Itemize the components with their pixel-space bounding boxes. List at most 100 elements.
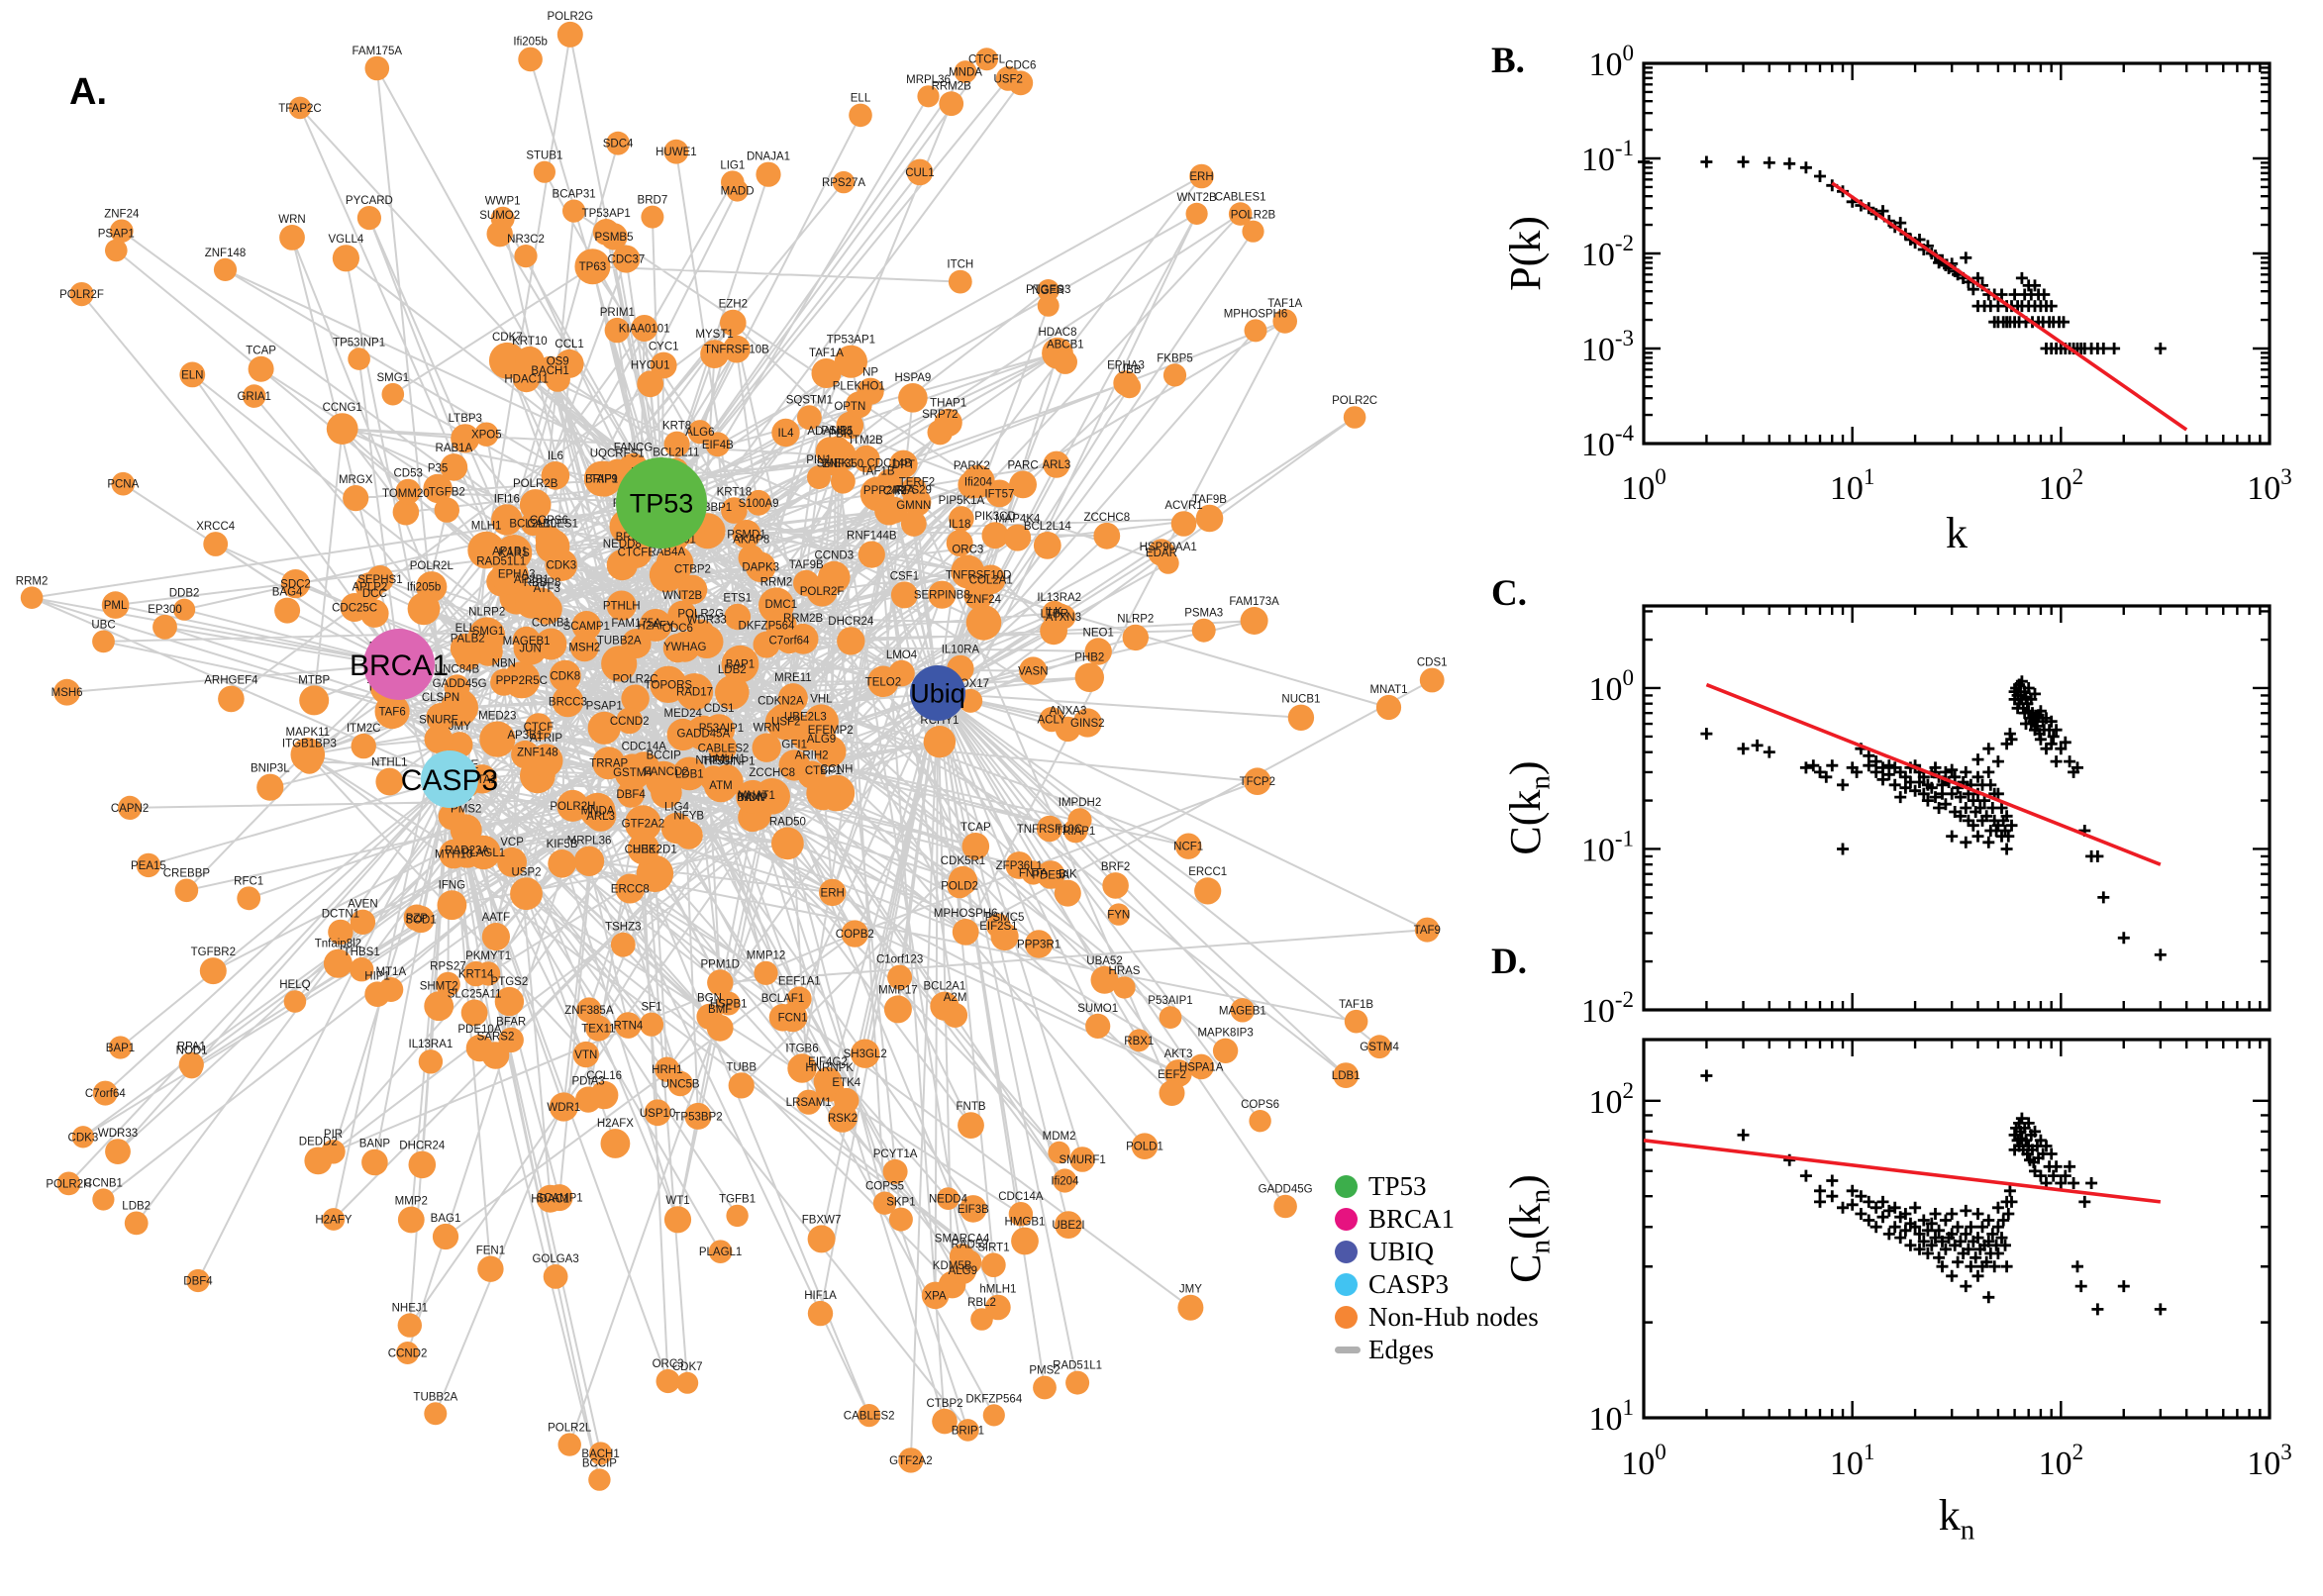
svg-text:PIR: PIR: [324, 1129, 343, 1141]
svg-text:Tnfaip8l2: Tnfaip8l2: [315, 939, 361, 950]
nonhub-node-icon: [1335, 1306, 1358, 1329]
svg-text:EIF3B: EIF3B: [958, 1204, 989, 1216]
hub-node-brca1: [363, 629, 435, 700]
svg-text:TAF1A: TAF1A: [809, 348, 844, 359]
svg-text:CHEK2: CHEK2: [625, 844, 662, 855]
svg-text:RPA1: RPA1: [177, 1042, 206, 1053]
svg-text:CABLES2: CABLES2: [698, 743, 750, 754]
y-tick-label: 10-1: [1581, 136, 1634, 178]
svg-text:PMS2: PMS2: [1029, 1365, 1060, 1377]
svg-text:WWP1: WWP1: [485, 196, 521, 208]
svg-text:CABLES1: CABLES1: [1215, 191, 1266, 203]
legend-item-ubiq: UBIQ: [1335, 1236, 1539, 1268]
svg-text:PIN1: PIN1: [806, 454, 832, 466]
svg-text:WNT2B: WNT2B: [1176, 192, 1217, 204]
legend-label: BRCA1: [1368, 1204, 1456, 1234]
svg-text:PLAGL1: PLAGL1: [699, 1247, 742, 1258]
svg-text:ALG6: ALG6: [685, 427, 714, 439]
svg-text:AVEN: AVEN: [348, 899, 377, 911]
svg-text:BIK: BIK: [1059, 869, 1077, 881]
svg-text:MYST1: MYST1: [695, 329, 733, 341]
svg-text:KIF5B: KIF5B: [547, 839, 578, 850]
svg-text:DMC1: DMC1: [765, 599, 798, 611]
svg-text:ITM2C: ITM2C: [347, 723, 381, 735]
svg-text:PSMD1: PSMD1: [727, 530, 766, 542]
y-tick-label: 101: [1589, 1395, 1635, 1438]
svg-text:PIK3CD: PIK3CD: [974, 511, 1016, 523]
svg-text:LTBP3: LTBP3: [449, 413, 482, 425]
svg-text:P35: P35: [428, 463, 448, 475]
svg-text:RAD50: RAD50: [769, 817, 806, 829]
y-tick-label: 10-4: [1581, 421, 1635, 463]
svg-text:TCAP: TCAP: [246, 346, 276, 357]
svg-text:DBF4: DBF4: [183, 1276, 213, 1288]
svg-text:ORC3: ORC3: [952, 544, 983, 555]
svg-text:SKP1: SKP1: [886, 1197, 915, 1209]
svg-text:ARHGEF4: ARHGEF4: [204, 675, 258, 687]
x-tick-label: 102: [2039, 1440, 2084, 1482]
svg-text:P53AIP1: P53AIP1: [1148, 995, 1192, 1007]
svg-text:BCL2L14: BCL2L14: [1024, 521, 1072, 533]
svg-text:KRT10: KRT10: [512, 336, 548, 348]
legend-label: Non-Hub nodes: [1368, 1302, 1539, 1332]
svg-text:NEO1: NEO1: [1083, 627, 1114, 639]
svg-text:POLR2B: POLR2B: [1231, 210, 1276, 222]
svg-text:NLRP2: NLRP2: [1117, 614, 1154, 626]
svg-text:BRCC3: BRCC3: [549, 696, 587, 708]
hub-label-ubiq: Ubiq: [910, 679, 965, 709]
svg-text:CCNG1: CCNG1: [323, 402, 362, 414]
svg-text:GSTM4: GSTM4: [613, 767, 653, 779]
svg-text:C7orf64: C7orf64: [769, 636, 811, 648]
svg-text:TP63: TP63: [579, 261, 607, 273]
svg-text:WRN: WRN: [278, 214, 305, 226]
x-axis-label: k: [1946, 509, 1968, 557]
axis-ticks: [1642, 1040, 2272, 1420]
svg-text:USP2: USP2: [511, 866, 541, 878]
svg-text:ITM2B: ITM2B: [850, 435, 883, 447]
svg-text:BCL2L11: BCL2L11: [653, 447, 699, 458]
svg-text:BAP1: BAP1: [106, 1043, 135, 1054]
svg-text:PARK2: PARK2: [954, 460, 990, 472]
svg-text:HSPB1: HSPB1: [710, 999, 748, 1011]
svg-text:ZNF350: ZNF350: [823, 458, 864, 470]
svg-text:LIG4: LIG4: [664, 802, 690, 814]
svg-text:ITCH: ITCH: [947, 259, 973, 271]
svg-text:TRRAP: TRRAP: [589, 758, 628, 770]
svg-text:POLR2L: POLR2L: [410, 560, 454, 572]
svg-text:MTBP: MTBP: [298, 674, 330, 686]
svg-text:BRF2: BRF2: [1101, 861, 1130, 873]
svg-text:PDE10A: PDE10A: [457, 1024, 501, 1036]
svg-text:IFI16: IFI16: [494, 493, 520, 505]
svg-text:RPS29: RPS29: [895, 485, 931, 497]
svg-text:hMLH1: hMLH1: [979, 1284, 1016, 1296]
svg-text:UBE2D1: UBE2D1: [633, 845, 677, 856]
svg-text:USP10: USP10: [640, 1108, 675, 1120]
svg-text:A2M: A2M: [944, 992, 967, 1004]
svg-text:BAG1: BAG1: [431, 1213, 461, 1225]
svg-text:VTN: VTN: [574, 1049, 597, 1061]
svg-text:GRIA1: GRIA1: [237, 391, 271, 403]
svg-text:POLR2L: POLR2L: [548, 1422, 592, 1434]
svg-text:GTF2A2: GTF2A2: [622, 819, 664, 831]
svg-text:BCAP31: BCAP31: [553, 189, 596, 201]
svg-text:LDB2: LDB2: [718, 664, 747, 676]
svg-text:SLC25A11: SLC25A11: [448, 989, 502, 1001]
svg-text:GOLGA3: GOLGA3: [532, 1253, 578, 1265]
svg-text:MMP2: MMP2: [395, 1196, 428, 1208]
svg-text:CDC14A: CDC14A: [998, 1191, 1044, 1203]
svg-text:ACLY: ACLY: [1037, 715, 1066, 727]
svg-text:HSPA1A: HSPA1A: [1179, 1061, 1224, 1073]
svg-text:UNC84B: UNC84B: [435, 663, 480, 675]
svg-text:FNTA: FNTA: [1019, 868, 1049, 880]
svg-text:ETS1: ETS1: [723, 593, 752, 605]
svg-text:LDB2: LDB2: [122, 1201, 151, 1213]
hub-nodes: TP53 BRCA1 CASP3 Ubiq: [350, 457, 965, 808]
svg-text:SF1: SF1: [641, 1002, 661, 1014]
svg-text:PSAP1: PSAP1: [98, 229, 135, 241]
svg-text:TAF1A: TAF1A: [1267, 298, 1302, 310]
svg-text:ELL: ELL: [455, 623, 476, 635]
svg-text:WDR1: WDR1: [547, 1102, 580, 1114]
svg-text:MT1A: MT1A: [375, 966, 406, 978]
svg-text:RFC1: RFC1: [234, 875, 263, 887]
